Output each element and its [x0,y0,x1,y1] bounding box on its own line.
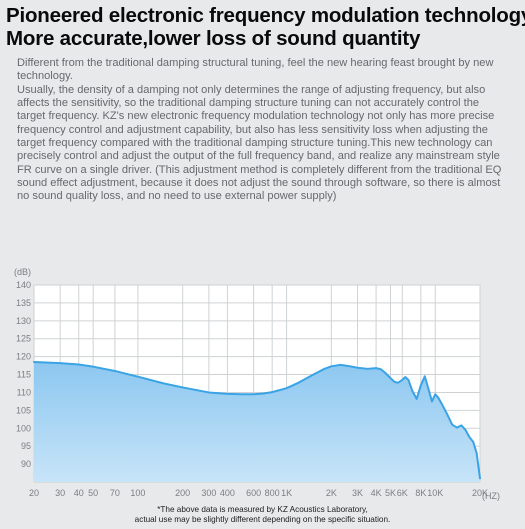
x-axis-unit: (HZ) [482,491,500,501]
description-paragraph-1: Different from the traditional damping s… [17,57,494,83]
y-tick-label: 130 [16,316,31,326]
y-tick-labels: 90 95 100 105 110 115 120 125 130 135 140 [16,280,31,469]
x-tick-label: 4K [371,488,382,498]
frequency-response-chart: 90 95 100 105 110 115 120 125 130 135 140 20 30 40 50… [14,267,500,501]
description-text: Different from the traditional damping s… [17,57,509,204]
footnote-line-2: actual use may be slightly different dep… [134,515,391,524]
x-tick-labels: 20 30 40 50 70 100 200 300 400 600 800 1K 2K 3K 4K 5K 6K… [29,488,488,498]
y-axis-unit: (dB) [14,267,31,277]
x-tick-label: 2K [326,488,337,498]
y-tick-label: 105 [16,405,31,415]
headline: Pioneered electronic frequency modulatio… [6,4,525,50]
y-tick-label: 95 [21,441,31,451]
x-tick-label: 600 [246,488,261,498]
y-tick-label: 115 [17,370,31,380]
x-tick-label: 800 [265,488,280,498]
headline-line-2: More accurate,lower loss of sound quanti… [6,27,421,50]
x-tick-label: 20K [472,488,488,498]
footnote-line-1: *The above data is measured by KZ Acoust… [157,505,368,514]
response-area [34,362,480,482]
y-tick-label: 120 [16,352,31,362]
response-curve [33,361,481,480]
x-tick-label: 400 [220,488,235,498]
x-tick-label: 100 [130,488,145,498]
x-tick-label: 40 [74,488,84,498]
y-tick-label: 125 [16,334,31,344]
x-tick-label: 30 [55,488,65,498]
x-tick-label: 20 [29,488,39,498]
x-tick-label: 3K [352,488,363,498]
x-tick-label: 5K [385,488,396,498]
response-line [33,361,481,480]
response-area-fill [34,362,480,482]
y-tick-label: 135 [16,298,31,308]
x-tick-label: 10K [427,488,443,498]
x-tick-label: 50 [88,488,98,498]
description-paragraph-2: Usually, the density of a damping not on… [17,83,502,203]
y-tick-label: 100 [16,423,31,433]
x-tick-label: 300 [201,488,216,498]
footnote: *The above data is measured by KZ Acoust… [0,505,525,525]
y-tick-label: 110 [17,387,31,397]
x-tick-label: 1K [281,488,292,498]
x-tick-label: 8K [415,488,426,498]
y-tick-label: 140 [16,280,31,290]
x-tick-label: 200 [175,488,190,498]
headline-line-1: Pioneered electronic frequency modulatio… [6,4,525,27]
x-tick-label: 70 [110,488,120,498]
y-tick-label: 90 [21,459,31,469]
x-tick-label: 6K [397,488,408,498]
